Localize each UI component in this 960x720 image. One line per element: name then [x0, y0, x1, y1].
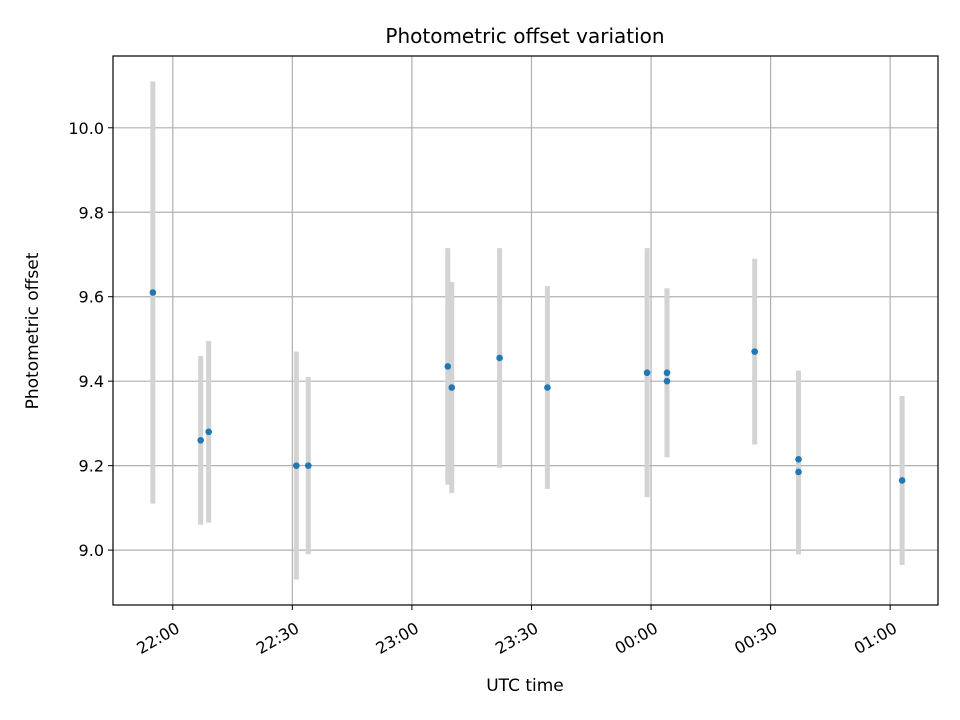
- data-point: [444, 363, 452, 370]
- y-tick-label: 9.4: [79, 372, 104, 391]
- data-point: [197, 437, 204, 444]
- grid-lines: [113, 56, 938, 605]
- data-point: [544, 384, 551, 391]
- x-axis-title: UTC time: [486, 676, 564, 696]
- y-axis: 9.0 9.2 9.4 9.6 9.8 10.0: [68, 119, 113, 560]
- data-point: [149, 289, 157, 296]
- x-tick-label: 23:00: [372, 618, 421, 658]
- x-tick-label: 22:30: [253, 618, 302, 658]
- error-bars: [150, 81, 905, 580]
- data-point: [304, 462, 312, 469]
- data-point: [795, 456, 802, 463]
- y-tick-label: 9.0: [79, 541, 104, 560]
- x-tick-label: 00:00: [612, 618, 661, 658]
- x-tick-label: 22:00: [133, 618, 182, 658]
- data-point: [663, 369, 671, 377]
- data-point: [205, 428, 212, 436]
- data-point: [643, 369, 651, 377]
- x-tick-label: 00:30: [731, 618, 780, 658]
- y-tick-label: 9.8: [79, 203, 104, 222]
- data-point: [448, 384, 456, 391]
- x-tick-label: 01:00: [851, 618, 900, 658]
- data-point: [751, 348, 758, 355]
- y-tick-label: 9.6: [79, 288, 104, 307]
- y-axis-title: Photometric offset: [23, 252, 43, 409]
- plot-frame: [112, 55, 939, 606]
- data-point: [795, 468, 802, 476]
- data-point: [496, 354, 503, 362]
- y-tick-label: 9.2: [79, 457, 104, 476]
- x-tick-label: 23:30: [492, 618, 541, 658]
- data-point: [293, 462, 300, 469]
- data-point: [663, 377, 671, 385]
- y-tick-label: 10.0: [68, 119, 104, 138]
- x-axis: 22:00 22:30 23:00 23:30 00:00 00:30 01:00: [133, 605, 900, 658]
- data-points: [149, 289, 906, 484]
- data-point: [898, 477, 906, 484]
- chart-title: Photometric offset variation: [385, 24, 664, 48]
